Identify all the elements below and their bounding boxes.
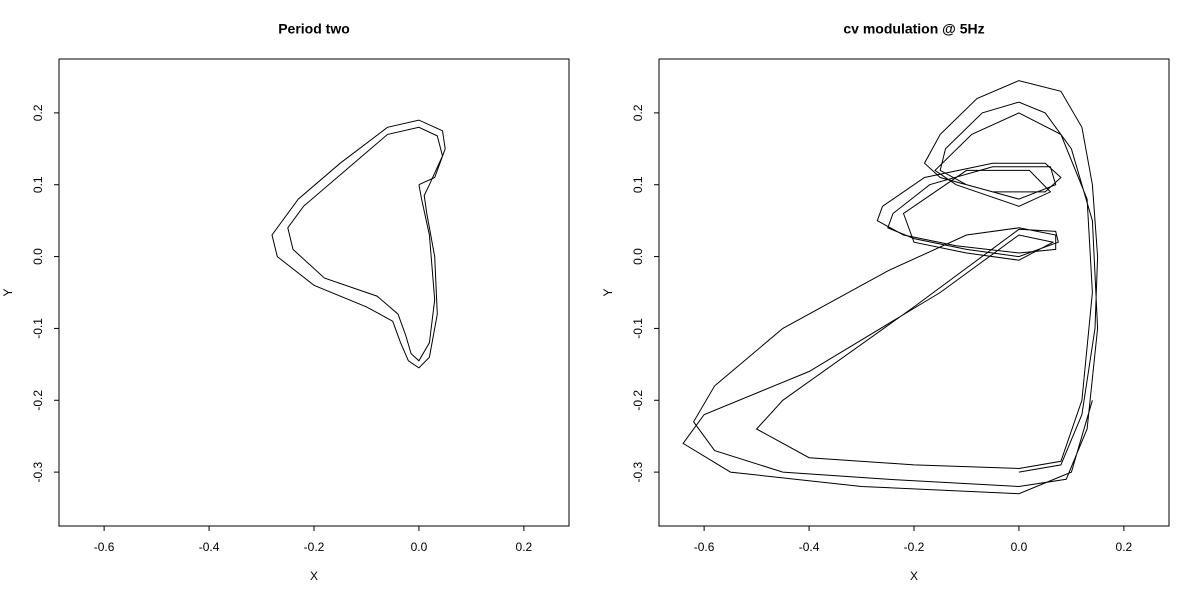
y-tick-label: -0.3 xyxy=(31,461,45,482)
y-tick-label: 0.2 xyxy=(31,104,45,121)
y-tick-label: 0.1 xyxy=(631,176,645,193)
y-tick-label: -0.1 xyxy=(631,318,645,339)
x-axis-label: X xyxy=(310,569,318,583)
y-tick-label: -0.1 xyxy=(31,318,45,339)
x-tick-label: 0.0 xyxy=(411,540,428,554)
x-tick-label: 0.0 xyxy=(1011,540,1028,554)
y-axis-label: Y xyxy=(1,288,15,296)
y-tick-label: 0.0 xyxy=(31,248,45,265)
x-tick-label: 0.2 xyxy=(1116,540,1133,554)
y-tick-label: -0.2 xyxy=(31,390,45,411)
chart-title: Period two xyxy=(278,21,350,37)
data-line xyxy=(271,119,446,369)
chart-title: cv modulation @ 5Hz xyxy=(843,21,984,37)
y-tick-label: 0.2 xyxy=(631,104,645,121)
x-tick-label: -0.2 xyxy=(304,540,325,554)
y-axis-label: Y xyxy=(601,288,615,296)
x-tick-label: -0.6 xyxy=(694,540,715,554)
y-tick-label: 0.0 xyxy=(631,248,645,265)
y-tick-label: -0.2 xyxy=(631,390,645,411)
data-line xyxy=(682,80,1099,495)
plot-frame xyxy=(58,58,570,527)
x-axis-label: X xyxy=(910,569,918,583)
x-tick-label: 0.2 xyxy=(516,540,533,554)
y-tick-label: 0.1 xyxy=(31,176,45,193)
x-tick-label: -0.2 xyxy=(904,540,925,554)
x-tick-label: -0.4 xyxy=(799,540,820,554)
x-tick-label: -0.6 xyxy=(94,540,115,554)
x-tick-label: -0.4 xyxy=(199,540,220,554)
y-tick-label: -0.3 xyxy=(631,461,645,482)
